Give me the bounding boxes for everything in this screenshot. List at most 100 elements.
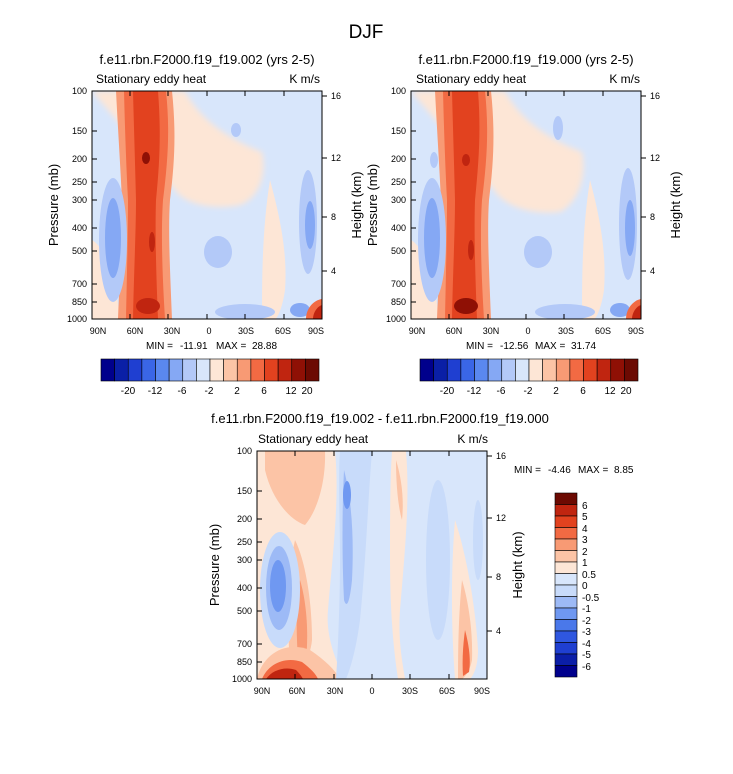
colorbar-label: 2 <box>234 386 240 397</box>
y2-tick-label: 12 <box>331 153 341 163</box>
colorbar-swatch <box>305 358 320 382</box>
y2-tick-labels: 16 12 8 4 <box>331 91 341 276</box>
ticks-left <box>92 90 97 320</box>
colorbar-swatch <box>100 358 115 382</box>
colorbar-label: -3 <box>582 627 591 638</box>
colorbar-label: 6 <box>582 501 588 512</box>
y-tick-label: 850 <box>72 297 87 307</box>
y2-tick-label: 8 <box>650 212 655 222</box>
colorbar-swatch <box>554 504 578 517</box>
colorbar-tick-labels: -20 -12 -6 -2 2 6 12 20 <box>440 386 632 397</box>
y2-tick-labels: 16 12 8 4 <box>650 91 660 276</box>
colorbar-swatch <box>291 358 306 382</box>
panel-title: f.e11.rbn.F2000.f19_f19.000 (yrs 2-5) <box>418 52 633 67</box>
y-tick-label: 500 <box>72 246 87 256</box>
contour-ridge-peak <box>136 298 160 314</box>
colorbar-label: -12 <box>467 386 482 397</box>
x-tick-label: 60N <box>289 686 306 696</box>
y-tick-label: 100 <box>237 446 252 456</box>
colorbar-swatch <box>554 550 578 563</box>
colorbar-swatch <box>555 358 571 382</box>
colorbar-swatch <box>528 358 543 382</box>
y-tick-label: 300 <box>72 195 87 205</box>
y-tick-label: 700 <box>391 279 406 289</box>
x-tick-label: 60S <box>439 686 455 696</box>
ticks-right <box>322 95 327 272</box>
colorbar-swatch <box>583 358 598 382</box>
y-tick-label: 150 <box>72 126 87 136</box>
panel-title: f.e11.rbn.F2000.f19_f19.002 (yrs 2-5) <box>99 52 314 67</box>
contour-negative <box>215 304 275 319</box>
colorbar-swatch <box>554 561 578 574</box>
y2-tick-labels: 16 12 8 4 <box>496 451 506 636</box>
contour-positive-light <box>262 180 286 319</box>
contour-field <box>257 451 483 679</box>
colorbar-swatch <box>596 358 612 382</box>
contour-ridge-peak <box>149 232 155 252</box>
panel-control-002: f.e11.rbn.F2000.f19_f19.002 (yrs 2-5) St… <box>46 52 364 397</box>
y-tick-label: 850 <box>237 657 252 667</box>
contour-ridge-peak <box>462 154 470 166</box>
contour-negative <box>524 236 552 268</box>
x-tick-label: 30S <box>238 326 254 336</box>
contour-ridge-peak <box>454 298 478 314</box>
y-tick-label: 300 <box>391 195 406 205</box>
colorbar-label: 2 <box>582 547 588 558</box>
y-axis-label: Pressure (mb) <box>365 164 380 246</box>
x-tick-label: 30N <box>327 686 344 696</box>
y-tick-label: 850 <box>391 297 406 307</box>
stats-min-label: MIN = <box>514 465 541 476</box>
x-tick-label: 30S <box>558 326 574 336</box>
colorbar-label: 0.5 <box>582 570 596 581</box>
contour-ridge-core <box>452 91 480 319</box>
stats-max: 28.88 <box>252 341 277 352</box>
colorbar-tick-labels: 6 5 4 3 2 1 0.5 0 -0.5 -1 -2 -3 -4 -5 -6 <box>582 501 600 673</box>
y2-tick-label: 16 <box>496 451 506 461</box>
panel-variable-label: Stationary eddy heat <box>258 432 369 446</box>
contour-sh-surface-max <box>632 305 641 319</box>
contour-negative <box>426 480 450 640</box>
y-tick-label: 250 <box>237 537 252 547</box>
y-tick-label: 250 <box>72 177 87 187</box>
colorbar-label: -0.5 <box>582 593 600 604</box>
y-tick-label: 200 <box>391 154 406 164</box>
colorbar-label: 20 <box>620 386 632 397</box>
x-tick-label: 60N <box>127 326 144 336</box>
colorbar-swatch <box>554 515 578 528</box>
colorbar-swatch <box>554 665 578 678</box>
y-tick-label: 200 <box>72 154 87 164</box>
colorbar-swatch <box>168 358 184 382</box>
colorbar-swatch <box>554 538 578 551</box>
y-tick-label: 1000 <box>386 314 406 324</box>
contour-positive-band <box>396 460 403 520</box>
stats-min: -12.56 <box>500 341 529 352</box>
contour-positive-band <box>390 451 408 679</box>
y-tick-label: 1000 <box>232 674 252 684</box>
ticks-left <box>257 450 262 680</box>
y-tick-labels: 100 150 200 250 300 400 500 700 850 1000 <box>386 86 406 324</box>
contour-negative <box>610 303 630 317</box>
y-tick-labels: 100 150 200 250 300 400 500 700 850 1000 <box>232 446 252 684</box>
colorbar-swatch <box>554 527 578 540</box>
stats-min-label: MIN = <box>466 341 493 352</box>
colorbar-swatch <box>554 619 578 632</box>
colorbar-swatch <box>419 358 434 382</box>
y-tick-label: 300 <box>237 555 252 565</box>
y-tick-label: 250 <box>391 177 406 187</box>
figure-title: DJF <box>349 22 384 43</box>
contour-negative <box>305 201 315 249</box>
colorbar-label: 12 <box>285 386 297 397</box>
contour-field <box>92 91 322 319</box>
contour-negative <box>553 116 563 140</box>
contour-ridge-peak <box>468 240 474 260</box>
y2-tick-label: 16 <box>331 91 341 101</box>
x-tick-label: 60S <box>595 326 611 336</box>
colorbar-label: 6 <box>580 386 586 397</box>
colorbar-swatch <box>610 358 625 382</box>
panel-difference: f.e11.rbn.F2000.f19_f19.002 - f.e11.rbn.… <box>207 411 634 696</box>
y-tick-label: 700 <box>237 639 252 649</box>
colorbar-swatch <box>127 358 143 382</box>
colorbar-swatch <box>236 358 252 382</box>
colorbar-swatch <box>542 358 557 382</box>
colorbar-swatch <box>624 358 639 382</box>
